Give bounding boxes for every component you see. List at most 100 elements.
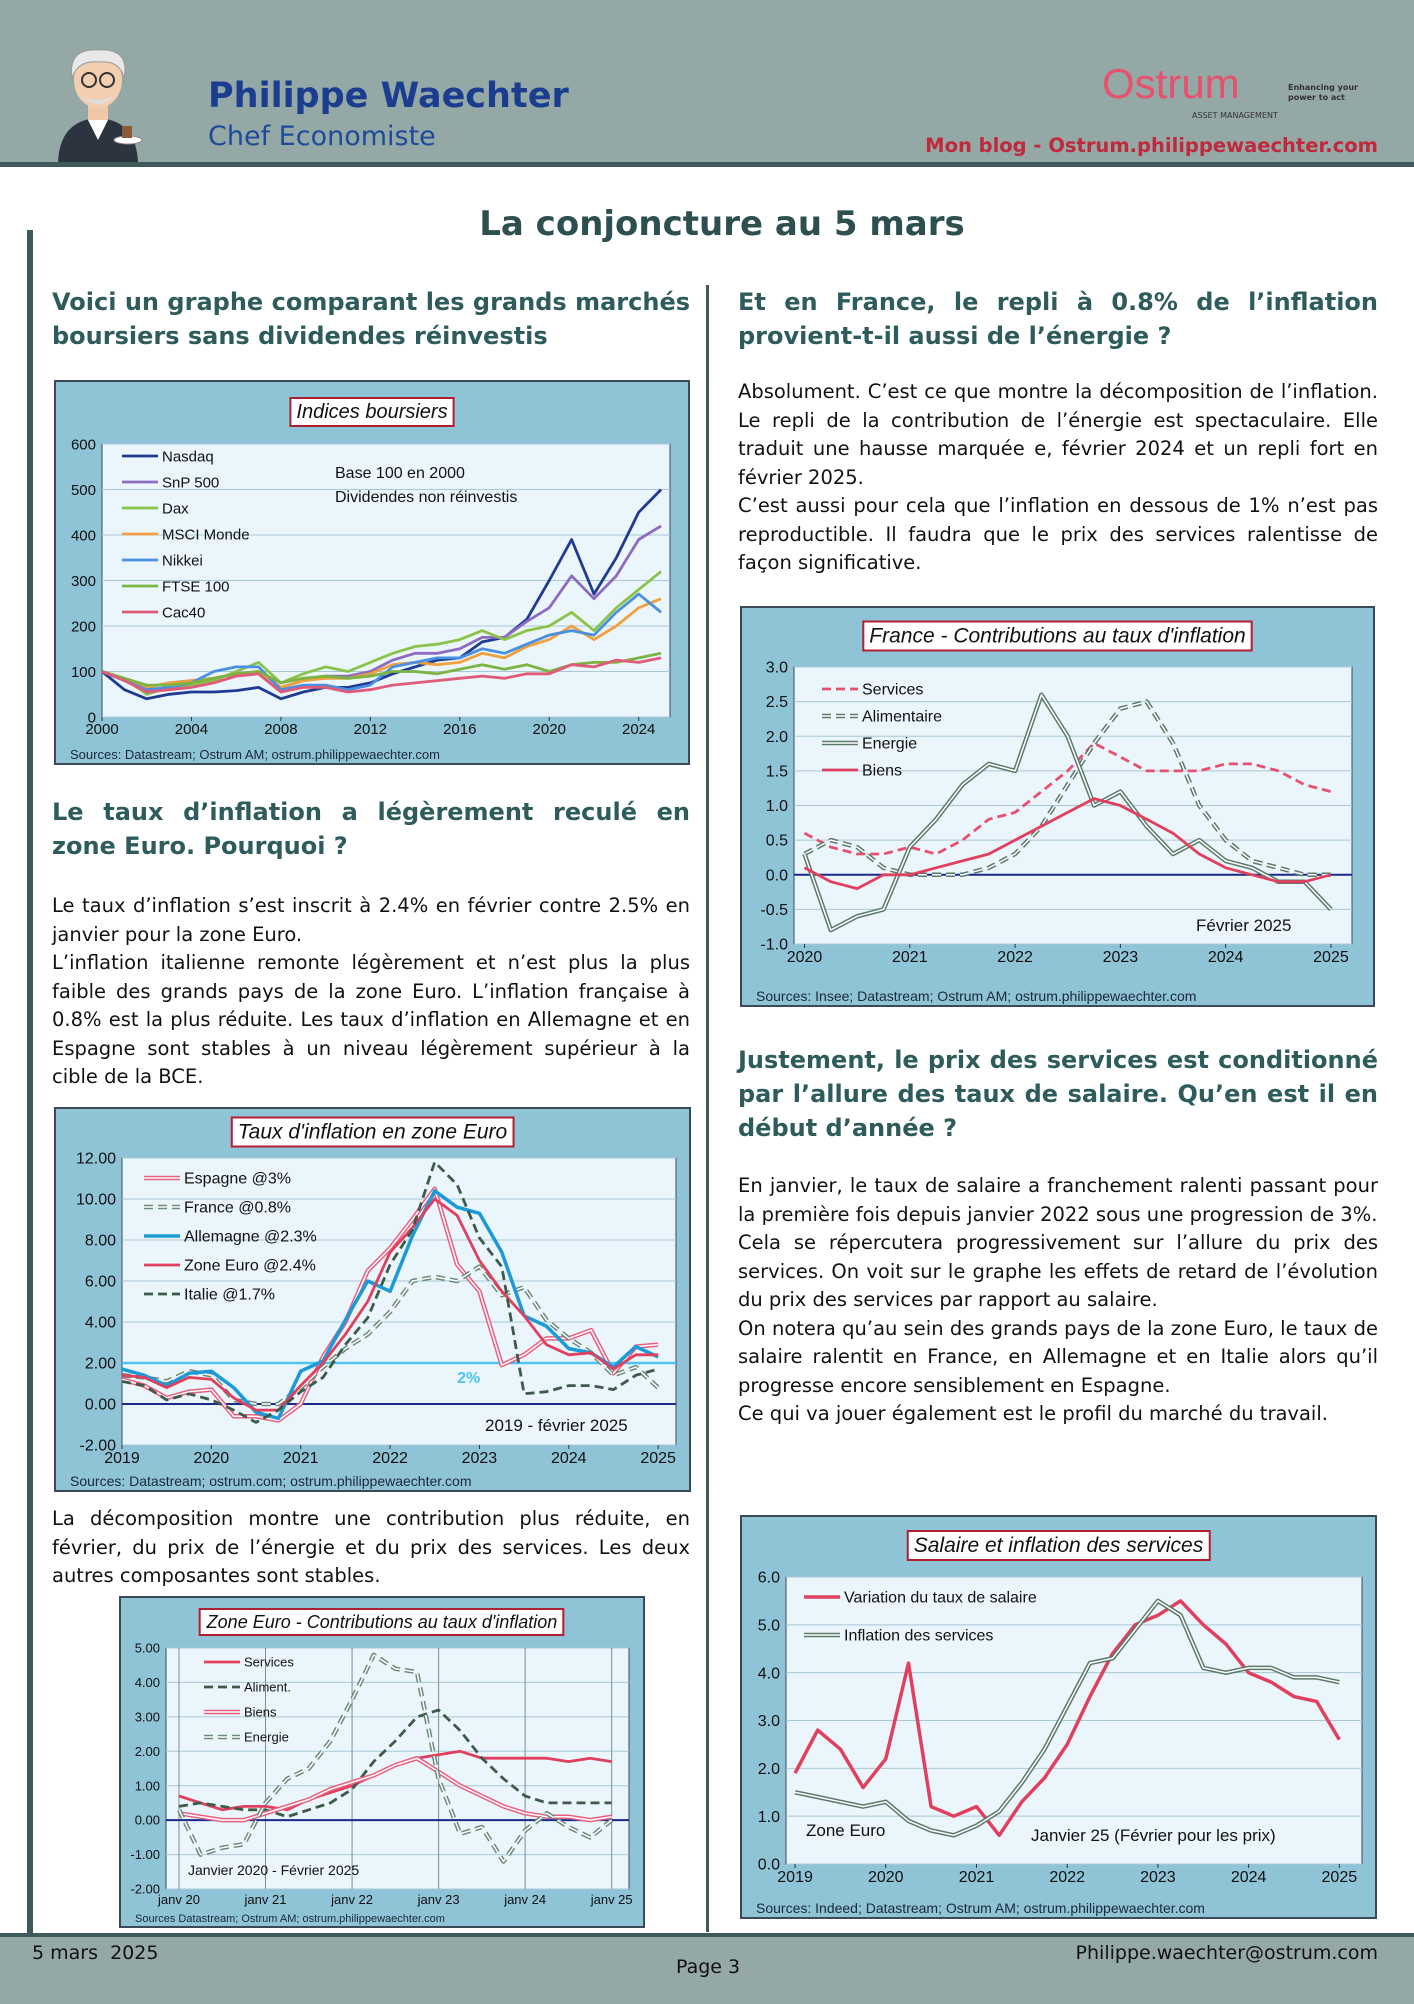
y-tick-label: 400 [71, 527, 96, 544]
chart-title: Indices boursiers [296, 401, 447, 423]
chart-title: France - Contributions au taux d'inflati… [869, 625, 1245, 648]
x-tick-label: 2020 [194, 1450, 230, 1467]
text-block: Le taux d’inflation s’est inscrit à 2.4%… [52, 892, 690, 1092]
x-tick-label: janv 20 [157, 1892, 200, 1907]
paragraph: La décomposition montre une contribution… [52, 1507, 690, 1587]
x-tick-label: 2023 [462, 1450, 498, 1467]
x-tick-label: 2019 [777, 1869, 813, 1886]
legend-label: FTSE 100 [162, 578, 230, 595]
footer-email: Philippe.waechter@ostrum.com [1075, 1942, 1378, 1964]
y-tick-label: 200 [71, 618, 96, 635]
blog-link[interactable]: Mon blog - Ostrum.philippewaechter.com [925, 134, 1378, 157]
paragraph: C’est aussi pour cela que l’inflation en… [738, 494, 1378, 574]
y-tick-label: 600 [71, 436, 96, 453]
x-tick-label: 2020 [868, 1869, 904, 1886]
legend-label: Services [862, 682, 923, 699]
y-tick-label: -2.00 [80, 1438, 117, 1455]
series-line [178, 1708, 612, 1819]
x-tick-label: 2021 [892, 949, 928, 966]
author-name: Philippe Waechter [208, 76, 569, 116]
series-line [121, 1189, 659, 1421]
y-tick-label: -1.00 [130, 1847, 160, 1862]
legend-label: Biens [244, 1705, 277, 1720]
y-tick-label: 0.0 [758, 1857, 780, 1874]
y-tick-label: 2.5 [766, 694, 788, 711]
reference-label: 2% [457, 1370, 480, 1387]
y-tick-label: 6.0 [758, 1570, 780, 1587]
header-band [0, 0, 1414, 167]
y-tick-label: 5.0 [758, 1617, 780, 1634]
x-tick-label: 2022 [997, 949, 1033, 966]
section-heading: Et en France, le repli à 0.8% de l’infla… [738, 288, 1378, 350]
chart-title-box [862, 620, 1253, 652]
y-tick-label: -2.00 [130, 1882, 160, 1897]
series-line-inner [121, 1265, 659, 1405]
legend-label: France @0.8% [184, 1200, 291, 1217]
left-rule [27, 230, 33, 1935]
y-tick-label: 2.00 [85, 1356, 116, 1373]
legend-label: SnP 500 [162, 474, 219, 491]
text-block: La décomposition montre une contribution… [52, 1505, 690, 1591]
paragraph: En janvier, le taux de salaire a franche… [738, 1174, 1378, 1226]
source-note: Sources: Datastream; Ostrum AM; ostrum.p… [70, 747, 440, 762]
x-tick-label: 2019 [104, 1450, 140, 1467]
x-tick-label: 2023 [1140, 1869, 1176, 1886]
x-tick-label: 2024 [551, 1450, 587, 1467]
section-heading: Justement, le prix des services est cond… [738, 1046, 1378, 1142]
chart-title-box [906, 1530, 1211, 1561]
x-tick-label: 2025 [1313, 949, 1349, 966]
x-tick-label: 2008 [264, 721, 297, 738]
x-tick-label: 2000 [85, 721, 118, 738]
series-line-inner [178, 1654, 613, 1863]
x-tick-label: janv 22 [330, 1892, 373, 1907]
series-line [803, 797, 1332, 890]
x-tick-label: 2012 [354, 721, 387, 738]
y-tick-label: 8.00 [85, 1233, 116, 1250]
paragraph: Absolument. C’est ce que montre la décom… [738, 380, 1378, 489]
y-tick-label: 2.00 [135, 1744, 160, 1759]
y-tick-label: 1.0 [766, 798, 788, 815]
annotation: Dividendes non réinvestis [335, 489, 517, 506]
y-tick-label: -1.0 [760, 937, 788, 954]
legend-label: Dax [162, 500, 189, 517]
y-tick-label: 1.00 [135, 1778, 160, 1793]
footer-band [0, 1933, 1414, 2004]
x-tick-label: 2022 [1049, 1869, 1085, 1886]
x-tick-label: 2023 [1103, 949, 1139, 966]
y-tick-label: 300 [71, 573, 96, 590]
plot-area [165, 1647, 630, 1890]
chart: 0 100 200 300 400 500 600 2000 2004 2008 2012 2016 2… [54, 380, 690, 765]
source-note: Sources: Insee; Datastream; Ostrum AM; o… [756, 988, 1196, 1004]
y-tick-label: 3.0 [766, 660, 788, 677]
x-tick-label: 2004 [175, 721, 208, 738]
y-tick-label: 4.00 [85, 1315, 116, 1332]
x-tick-label: 2024 [1231, 1869, 1267, 1886]
page-title: La conjoncture au 5 mars [479, 204, 965, 244]
series-line-inner [178, 1757, 612, 1821]
y-tick-label: 2.0 [758, 1761, 780, 1778]
x-tick-label: janv 24 [503, 1892, 546, 1907]
legend-label: Allemagne @2.3% [184, 1229, 317, 1246]
chart-title-box [289, 397, 455, 427]
paragraph: Ce qui va jouer également est le profil … [738, 1402, 1328, 1425]
annotation: Février 2025 [1196, 916, 1291, 935]
series-line-inner [794, 1600, 1340, 1837]
series-line [101, 656, 662, 694]
y-tick-label: 6.00 [85, 1274, 116, 1291]
series-line-inner [803, 693, 1332, 931]
legend-label: Cac40 [162, 604, 205, 621]
chart-title: Salaire et inflation des services [914, 1534, 1204, 1557]
x-tick-label: 2022 [372, 1450, 408, 1467]
y-tick-label: 500 [71, 482, 96, 499]
y-tick-label: 3.0 [758, 1713, 780, 1730]
x-tick-label: 2020 [533, 721, 566, 738]
legend-label: Energie [244, 1730, 289, 1745]
legend-label: MSCI Monde [162, 526, 250, 543]
legend-label: Inflation des services [844, 1628, 993, 1645]
y-tick-label: 4.00 [135, 1675, 160, 1690]
x-tick-label: 2020 [787, 949, 823, 966]
section-heading: Voici un graphe comparant les grands mar… [52, 288, 690, 350]
series-line-inner [804, 700, 1331, 876]
